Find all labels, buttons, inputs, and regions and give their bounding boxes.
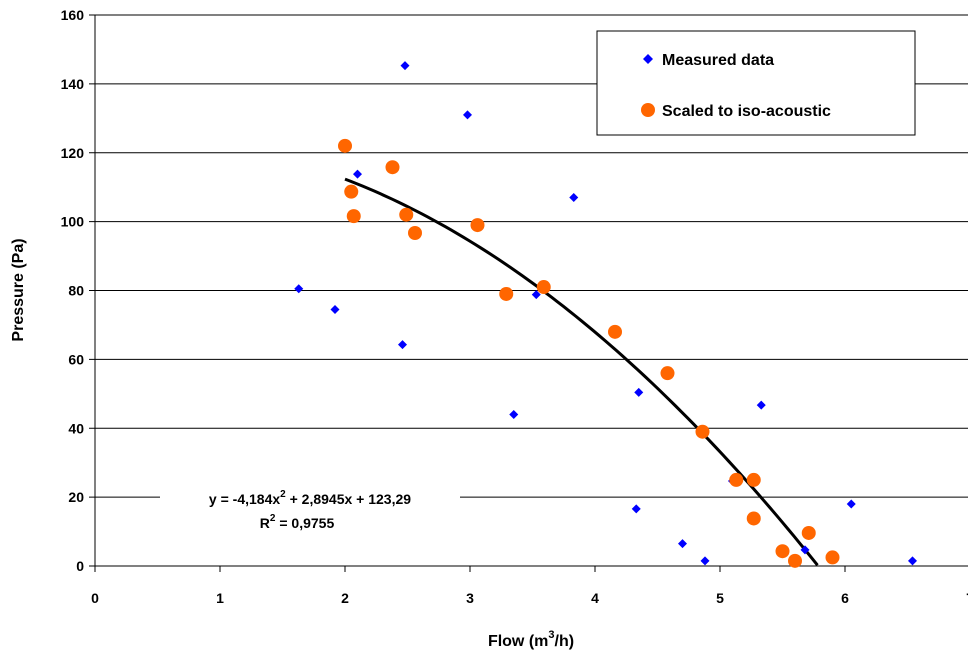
y-tick-label: 20 — [68, 489, 84, 505]
data-point-scaled — [660, 366, 675, 381]
data-point-measured — [569, 193, 579, 203]
y-tick-label: 40 — [68, 420, 84, 436]
data-point-scaled — [695, 424, 710, 439]
data-point-scaled — [775, 544, 790, 559]
data-point-measured — [700, 556, 710, 566]
y-tick-label: 0 — [76, 558, 84, 574]
data-point-scaled — [788, 553, 802, 568]
equation-line-2: R2 = 0,9755 — [260, 513, 335, 531]
data-point-scaled — [536, 280, 551, 295]
x-title-main: Flow (m — [488, 633, 548, 650]
data-point-measured — [400, 61, 410, 71]
x-tick-label: 1 — [216, 590, 224, 606]
grid-lines — [95, 14, 968, 498]
x-title-tail: /h) — [555, 633, 575, 650]
x-tick-label: 5 — [716, 590, 724, 606]
data-point-scaled — [470, 218, 485, 233]
legend: Measured data Scaled to iso-acoustic — [596, 30, 916, 136]
y-tick-label: 120 — [61, 145, 85, 161]
data-point-measured — [634, 387, 644, 397]
data-point-scaled — [746, 472, 761, 487]
y-tick-label: 80 — [68, 283, 84, 299]
r2-main: R — [260, 515, 270, 531]
data-point-scaled — [746, 511, 761, 526]
data-point-scaled — [499, 286, 514, 301]
legend-label-measured: Measured data — [662, 52, 774, 69]
data-point-scaled — [385, 160, 400, 175]
x-axis-title: Flow (m3/h) — [488, 629, 574, 650]
x-tick-labels: 0 1 2 3 4 5 6 7 — [91, 590, 968, 606]
legend-circle-marker — [641, 103, 655, 117]
data-point-measured — [509, 409, 519, 419]
y-tick-labels: 0 20 40 60 80 100 120 140 160 — [61, 7, 85, 574]
legend-box — [596, 30, 916, 136]
trendline — [344, 177, 819, 567]
trendline-equation: y = -4,184x2 + 2,8945x + 123,29 R2 = 0,9… — [160, 488, 460, 531]
equation-line-1: y = -4,184x2 + 2,8945x + 123,29 — [209, 489, 411, 507]
data-point-scaled — [344, 184, 359, 199]
data-point-scaled — [729, 472, 744, 487]
data-point-scaled — [608, 324, 622, 339]
axes — [89, 14, 968, 572]
data-point-measured — [678, 539, 687, 549]
x-tick-label: 2 — [341, 590, 349, 606]
r2-exponent: 2 — [270, 513, 276, 524]
data-point-measured — [908, 556, 917, 566]
data-point-measured — [800, 545, 810, 555]
data-point-scaled — [338, 138, 352, 153]
data-point-scaled — [801, 525, 816, 540]
data-point-scaled — [346, 209, 361, 224]
legend-diamond-marker — [643, 54, 653, 64]
equation-main: y = -4,184x — [209, 491, 280, 507]
y-tick-label: 100 — [61, 214, 85, 230]
data-point-scaled — [408, 225, 422, 240]
data-point-measured — [353, 169, 362, 179]
x-tick-label: 3 — [466, 590, 474, 606]
equation-background — [160, 488, 460, 510]
data-point-measured — [463, 110, 472, 120]
data-point-measured — [398, 340, 407, 350]
equation-exponent: 2 — [280, 489, 286, 500]
data-point-measured — [531, 290, 541, 300]
data-point-measured — [330, 304, 340, 314]
r2-tail: = 0,9755 — [275, 515, 334, 531]
data-point-scaled — [825, 550, 840, 565]
y-axis-title: Pressure (Pa) — [10, 238, 27, 341]
legend-label-scaled: Scaled to iso-acoustic — [662, 103, 831, 120]
data-point-scaled — [399, 207, 414, 222]
data-point-measured — [756, 400, 766, 410]
y-tick-label: 160 — [61, 7, 85, 23]
x-tick-label: 4 — [591, 590, 599, 606]
x-tick-label: 7 — [966, 590, 968, 606]
x-title-sup: 3 — [548, 629, 554, 641]
trendline-curve — [344, 177, 819, 567]
y-tick-label: 60 — [68, 351, 84, 367]
x-tick-label: 6 — [841, 590, 849, 606]
x-tick-label: 0 — [91, 590, 99, 606]
data-point-measured — [294, 284, 304, 294]
y-tick-label: 140 — [61, 76, 85, 92]
series-scaled-iso-acoustic — [338, 138, 840, 568]
equation-tail: + 2,8945x + 123,29 — [286, 491, 412, 507]
data-point-measured — [631, 504, 641, 514]
data-point-measured — [846, 499, 856, 509]
